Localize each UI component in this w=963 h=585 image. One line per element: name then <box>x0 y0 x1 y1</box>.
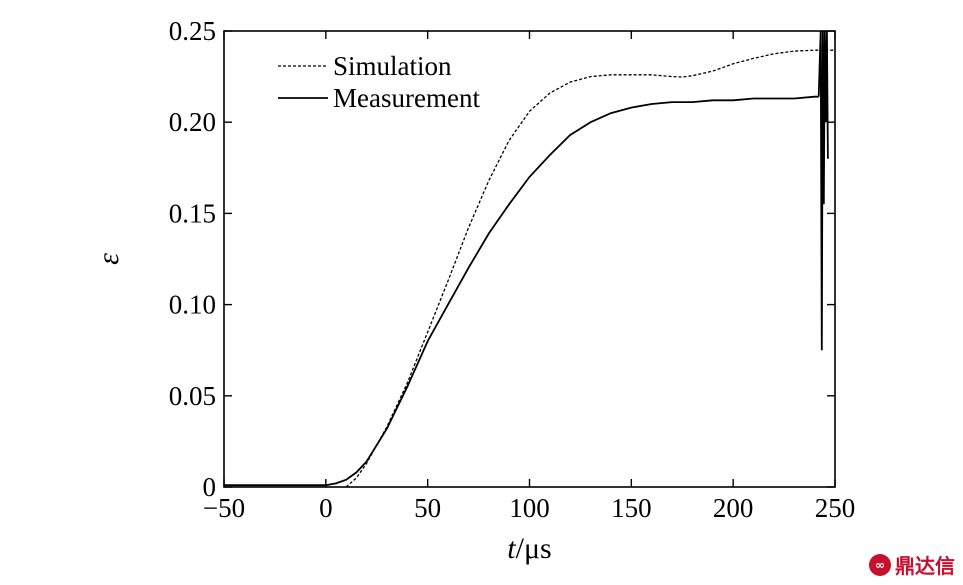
legend-label-simulation: Simulation <box>333 51 452 81</box>
x-tick-label: 0 <box>319 493 333 523</box>
x-tick-label: 50 <box>414 493 441 523</box>
y-axis-label: ε <box>92 253 125 265</box>
series-line-spike <box>817 30 829 351</box>
legend-label-measurement: Measurement <box>333 83 480 113</box>
y-tick-label: 0 <box>203 472 217 502</box>
watermark: ∞ 鼎达信 <box>869 550 955 579</box>
y-tick-label: 0.25 <box>169 16 216 46</box>
x-tick-label: 250 <box>815 493 856 523</box>
series-line-measurement <box>224 95 819 487</box>
x-tick-label: 150 <box>611 493 652 523</box>
x-tick-label: −50 <box>203 493 245 523</box>
x-tick-label: 200 <box>713 493 754 523</box>
plot-lines <box>224 30 835 488</box>
x-axis-label: t/μs <box>507 532 551 565</box>
y-tick-label: 0.20 <box>169 107 216 137</box>
axis-ticks <box>223 30 836 488</box>
series-line-simulation <box>345 49 835 488</box>
y-tick-label: 0.15 <box>169 198 216 228</box>
y-tick-label: 0.05 <box>169 381 216 411</box>
x-tick-label: 100 <box>509 493 550 523</box>
y-tick-label: 0.10 <box>169 290 216 320</box>
watermark-text: 鼎达信 <box>895 554 955 578</box>
watermark-logo-icon: ∞ <box>869 553 891 576</box>
